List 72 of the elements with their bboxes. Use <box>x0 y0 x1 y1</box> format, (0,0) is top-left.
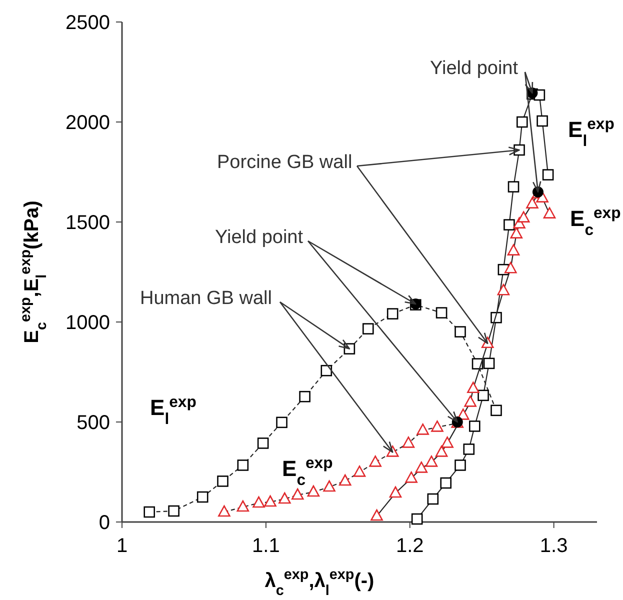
x-tick-label: 1.3 <box>540 535 568 557</box>
point <box>291 488 304 500</box>
point <box>507 244 520 256</box>
y-tick-label: 1500 <box>66 212 110 234</box>
point <box>536 115 548 127</box>
point <box>217 476 228 487</box>
point <box>504 219 515 230</box>
point <box>323 480 336 492</box>
x-tick-label: 1 <box>116 535 128 557</box>
point <box>510 227 523 238</box>
point <box>517 211 530 222</box>
point <box>508 181 520 192</box>
y-tick-label: 2000 <box>66 112 110 134</box>
point <box>236 500 250 512</box>
point <box>369 456 382 467</box>
point <box>307 485 320 497</box>
point <box>454 326 466 338</box>
point <box>402 436 415 448</box>
point <box>320 364 332 376</box>
annotation: Porcine GB wall <box>217 152 352 173</box>
point <box>299 390 310 402</box>
point <box>237 460 249 471</box>
point <box>362 323 374 334</box>
point <box>464 396 476 407</box>
point <box>454 460 466 471</box>
point <box>543 207 556 218</box>
point <box>440 477 452 489</box>
x-tick-label: 1.1 <box>252 535 280 557</box>
y-tick-label: 1000 <box>66 312 110 334</box>
point <box>338 474 352 486</box>
point <box>415 462 428 473</box>
point <box>168 505 180 517</box>
point <box>425 456 438 467</box>
point <box>490 404 502 416</box>
point <box>411 513 423 525</box>
point <box>389 486 402 498</box>
point <box>483 358 495 370</box>
point <box>257 438 269 449</box>
y-tick-label: 0 <box>98 512 110 534</box>
point <box>436 307 448 318</box>
y-tick-label: 2500 <box>66 12 110 34</box>
point <box>469 420 480 432</box>
point <box>427 493 439 505</box>
point <box>516 116 528 128</box>
point <box>542 169 554 180</box>
point <box>252 496 265 508</box>
point <box>526 197 538 208</box>
point <box>353 466 366 477</box>
point <box>196 491 208 503</box>
point <box>276 416 288 428</box>
annotation: Yield point <box>430 58 519 79</box>
y-tick-label: 500 <box>76 412 110 434</box>
point <box>467 382 480 394</box>
point <box>386 308 398 320</box>
point <box>218 505 230 517</box>
point <box>278 492 291 504</box>
x-tick-label: 1.2 <box>396 535 424 557</box>
point <box>416 424 429 435</box>
x-axis-title: λ$_{c}$$^{exp}$,λ$_{l}$$^{exp}$(-) <box>264 567 374 599</box>
point <box>478 390 489 402</box>
point <box>504 262 517 274</box>
point <box>144 506 155 518</box>
annotation: Human GB wall <box>140 288 272 309</box>
point <box>264 495 276 507</box>
point <box>431 420 444 432</box>
point <box>441 436 454 448</box>
point <box>370 509 383 521</box>
point <box>497 284 510 296</box>
point <box>405 472 418 483</box>
point <box>435 446 448 457</box>
point <box>463 444 475 455</box>
annotation: Yield point <box>215 227 304 248</box>
